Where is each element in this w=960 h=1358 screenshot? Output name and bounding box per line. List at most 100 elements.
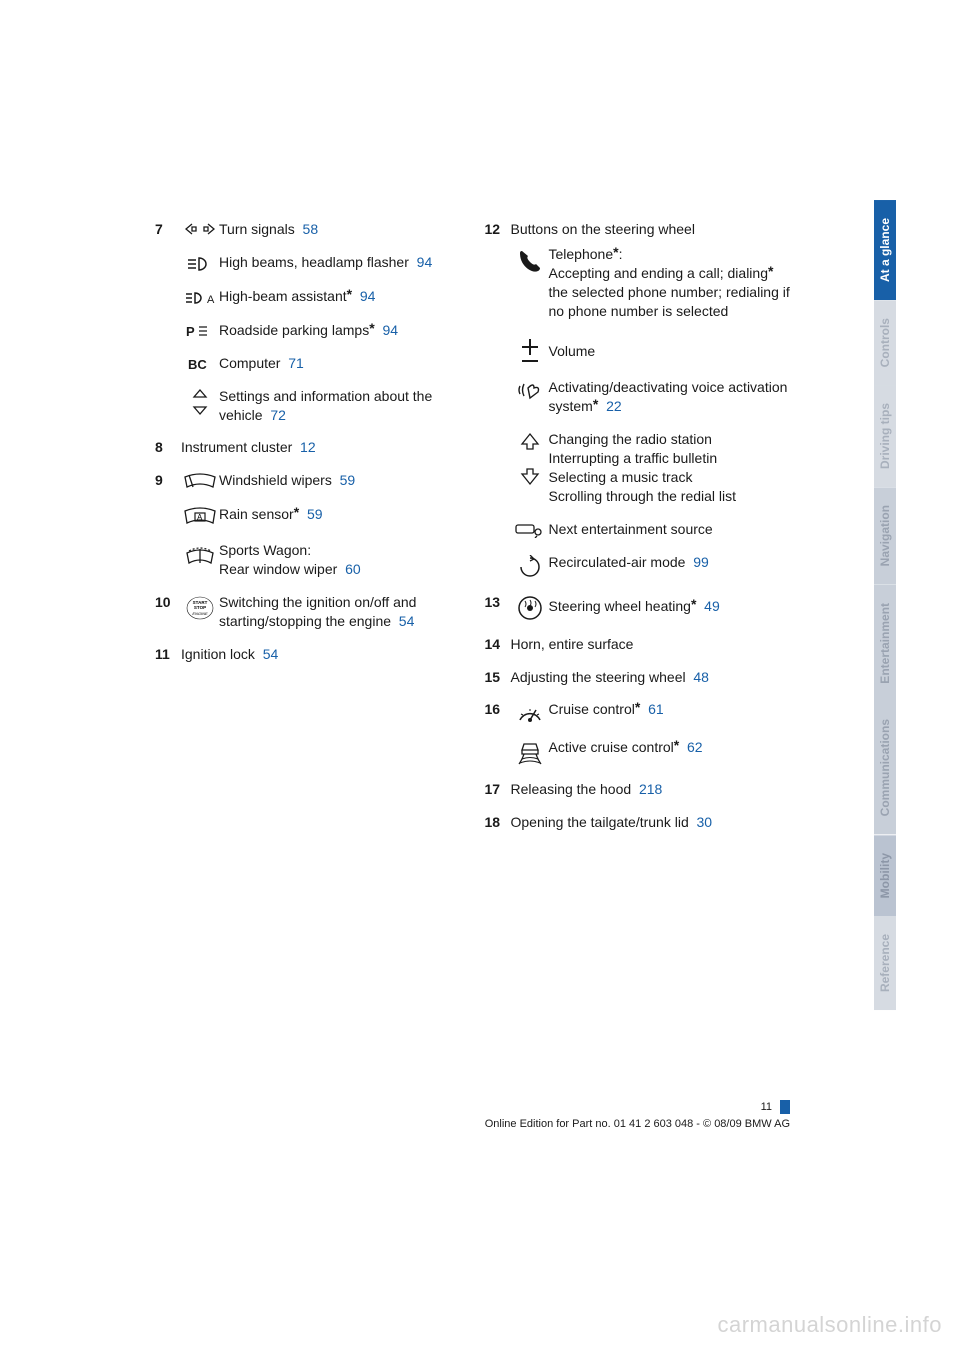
label: Interrupting a traffic bulletin [549,450,718,466]
item-number: 18 [485,813,511,832]
next-source-icon [511,520,549,538]
svg-text:BC: BC [188,357,207,372]
item-text: Steering wheel heating* 49 [549,593,791,616]
settings-icon [181,387,219,415]
computer-icon: BC [181,354,219,372]
item-text: Active cruise control* 62 [549,738,791,757]
page-ref[interactable]: 72 [270,407,286,423]
side-tab[interactable]: Communications [874,701,896,834]
page-ref[interactable]: 59 [340,472,356,488]
page-ref[interactable]: 94 [382,322,398,338]
page-ref[interactable]: 60 [345,561,361,577]
side-tab[interactable]: At a glance [874,200,896,300]
page-ref[interactable]: 54 [399,613,415,629]
item-text: Opening the tailgate/trunk lid 30 [511,813,791,832]
item-number: 8 [155,438,181,457]
content-area: 7 Turn signals 58 High beams, headlamp f… [155,220,790,846]
item-18: 18 Opening the tailgate/trunk lid 30 [485,813,791,832]
active-cruise-icon [511,738,549,766]
label: Cruise control [549,701,635,717]
item-7-row-5: BC Computer 71 [181,354,461,373]
label: Roadside parking lamps [219,322,369,338]
label: High beams, headlamp flasher [219,254,409,270]
item-text: Settings and information about the vehic… [219,387,461,425]
item-15: 15 Adjusting the steering wheel 48 [485,668,791,687]
item-number: 16 [485,700,511,719]
label: Telephone [549,246,614,262]
page-ref[interactable]: 62 [687,739,703,755]
side-tab[interactable]: Mobility [874,835,896,916]
parking-lamp-icon: P [181,321,219,339]
item-7-row-4: P Roadside parking lamps* 94 [181,321,461,340]
item-number: 9 [155,471,181,490]
scroll-icon [511,430,549,486]
label: Steering wheel heating [549,598,691,614]
item-7-row-6: Settings and information about the vehic… [181,387,461,425]
footer: 11 Online Edition for Part no. 01 41 2 6… [155,1100,790,1130]
label: Accepting and ending a call; dialing [549,265,769,281]
side-tab[interactable]: Driving tips [874,385,896,487]
page-ref[interactable]: 99 [693,554,709,570]
high-beam-icon [181,253,219,273]
volume-icon [511,334,549,364]
page-ref[interactable]: 30 [697,814,713,830]
side-tab[interactable]: Entertainment [874,585,896,702]
item-number: 17 [485,780,511,799]
label: Selecting a music track [549,469,693,485]
star-icon: * [691,596,696,612]
side-tab[interactable]: Controls [874,300,896,385]
label: Changing the radio station [549,431,712,447]
phone-icon [511,245,549,275]
page-ref[interactable]: 94 [417,254,433,270]
page-ref[interactable]: 49 [704,598,720,614]
page-number: 11 [761,1101,772,1113]
page-ref[interactable]: 22 [606,398,622,414]
item-text: High-beam assistant* 94 [219,287,461,306]
item-number: 10 [155,593,181,612]
wiper-icon [181,471,219,491]
page-ref[interactable]: 54 [263,646,279,662]
item-12-row-3: Activating/deactivating voice activation… [511,378,791,416]
item-number: 7 [155,220,181,239]
item-text: Buttons on the steering wheel [511,220,791,239]
cruise-icon [511,700,549,724]
page-ref[interactable]: 94 [360,288,376,304]
label: Releasing the hood [511,781,632,797]
item-12-row-5: Next entertainment source [511,520,791,539]
item-number: 12 [485,220,511,239]
item-text: Activating/deactivating voice activation… [549,378,791,416]
item-text: Turn signals 58 [219,220,461,239]
label: Turn signals [219,221,295,237]
page-ref[interactable]: 58 [303,221,319,237]
svg-text:STOP: STOP [194,605,206,610]
page-ref[interactable]: 59 [307,506,323,522]
star-icon: * [635,699,640,715]
item-12-row-4: Changing the radio station Interrupting … [511,430,791,506]
page-ref[interactable]: 12 [300,439,316,455]
page-ref[interactable]: 71 [288,355,304,371]
page-ref[interactable]: 218 [639,781,662,797]
item-text: Volume [549,334,791,361]
page-ref[interactable]: 48 [693,669,709,685]
item-9-row-3: Sports Wagon: Rear window wiper 60 [181,541,461,579]
label: Activating/deactivating voice activation… [549,379,788,414]
left-column: 7 Turn signals 58 High beams, headlamp f… [155,220,461,846]
label: Active cruise control [549,739,674,755]
recirculate-icon [511,553,549,579]
label: Ignition lock [181,646,255,662]
label: High-beam assistant [219,288,347,304]
svg-text:P: P [186,324,195,339]
right-column: 12 Buttons on the steering wheel Telepho… [485,220,791,846]
side-tab[interactable]: Reference [874,916,896,1010]
item-text: Instrument cluster 12 [181,438,461,457]
side-tab[interactable]: Navigation [874,487,896,584]
page-ref[interactable]: 61 [648,701,664,717]
label: Rain sensor [219,506,294,522]
star-icon: * [347,286,352,302]
label: Computer [219,355,280,371]
start-stop-icon: STARTSTOPENGINE [181,593,219,621]
item-text: High beams, headlamp flasher 94 [219,253,461,272]
item-7-row-1: 7 Turn signals 58 [155,220,461,239]
label: Sports Wagon: [219,542,311,558]
item-7-row-3: A High-beam assistant* 94 [181,287,461,307]
